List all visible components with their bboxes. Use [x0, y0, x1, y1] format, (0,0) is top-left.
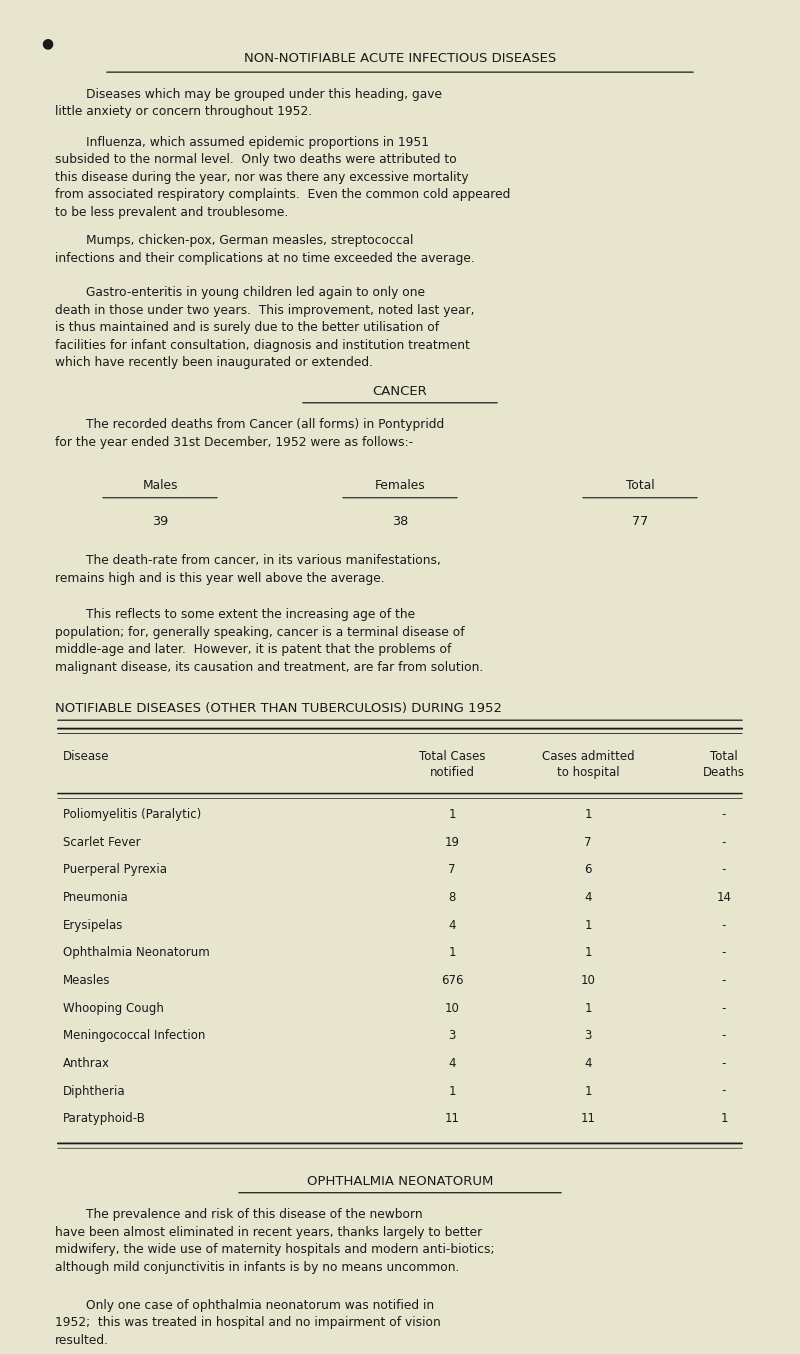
Text: 4: 4 [448, 1057, 456, 1070]
Text: 1: 1 [448, 1085, 456, 1098]
Text: 19: 19 [445, 835, 459, 849]
Text: Anthrax: Anthrax [63, 1057, 110, 1070]
Text: 77: 77 [632, 515, 648, 528]
Text: -: - [722, 1085, 726, 1098]
Text: 7: 7 [584, 835, 592, 849]
Text: Influenza, which assumed epidemic proportions in 1951
subsided to the normal lev: Influenza, which assumed epidemic propor… [55, 135, 510, 219]
Text: -: - [722, 946, 726, 959]
Text: Poliomyelitis (Paralytic): Poliomyelitis (Paralytic) [63, 808, 202, 821]
Text: 4: 4 [448, 918, 456, 932]
Text: Puerperal Pyrexia: Puerperal Pyrexia [63, 864, 167, 876]
Text: Mumps, chicken-pox, German measles, streptococcal
infections and their complicat: Mumps, chicken-pox, German measles, stre… [55, 234, 474, 265]
Text: NOTIFIABLE DISEASES (OTHER THAN TUBERCULOSIS) DURING 1952: NOTIFIABLE DISEASES (OTHER THAN TUBERCUL… [55, 703, 502, 715]
Text: 1: 1 [448, 808, 456, 821]
Text: 3: 3 [584, 1029, 592, 1043]
Text: 10: 10 [581, 974, 595, 987]
Text: 1: 1 [584, 918, 592, 932]
Text: 38: 38 [392, 515, 408, 528]
Text: 11: 11 [445, 1112, 459, 1125]
Text: 1: 1 [584, 1085, 592, 1098]
Text: 10: 10 [445, 1002, 459, 1014]
Text: ●: ● [42, 37, 54, 50]
Text: 3: 3 [448, 1029, 456, 1043]
Text: 4: 4 [584, 891, 592, 904]
Text: Total: Total [626, 478, 654, 492]
Text: Total Cases
notified: Total Cases notified [418, 750, 486, 780]
Text: The recorded deaths from Cancer (all forms) in Pontypridd
for the year ended 31s: The recorded deaths from Cancer (all for… [55, 418, 444, 450]
Text: Males: Males [142, 478, 178, 492]
Text: 8: 8 [448, 891, 456, 904]
Text: NON-NOTIFIABLE ACUTE INFECTIOUS DISEASES: NON-NOTIFIABLE ACUTE INFECTIOUS DISEASES [244, 51, 556, 65]
Text: CANCER: CANCER [373, 385, 427, 398]
Text: 6: 6 [584, 864, 592, 876]
Text: This reflects to some extent the increasing age of the
population; for, generall: This reflects to some extent the increas… [55, 608, 483, 674]
Text: 1: 1 [584, 808, 592, 821]
Text: -: - [722, 864, 726, 876]
Text: Pneumonia: Pneumonia [63, 891, 129, 904]
Text: Disease: Disease [63, 750, 110, 764]
Text: Only one case of ophthalmia neonatorum was notified in
1952;  this was treated i: Only one case of ophthalmia neonatorum w… [55, 1298, 441, 1346]
Text: Meningococcal Infection: Meningococcal Infection [63, 1029, 206, 1043]
Text: 14: 14 [717, 891, 731, 904]
Text: Cases admitted
to hospital: Cases admitted to hospital [542, 750, 634, 780]
Text: 1: 1 [584, 946, 592, 959]
Text: 4: 4 [584, 1057, 592, 1070]
Text: The prevalence and risk of this disease of the newborn
have been almost eliminat: The prevalence and risk of this disease … [55, 1208, 494, 1274]
Text: 39: 39 [152, 515, 168, 528]
Text: -: - [722, 835, 726, 849]
Text: Gastro-enteritis in young children led again to only one
death in those under tw: Gastro-enteritis in young children led a… [55, 286, 474, 370]
Text: -: - [722, 1057, 726, 1070]
Text: 1: 1 [584, 1002, 592, 1014]
Text: Whooping Cough: Whooping Cough [63, 1002, 164, 1014]
Text: Diphtheria: Diphtheria [63, 1085, 126, 1098]
Text: Diseases which may be grouped under this heading, gave
little anxiety or concern: Diseases which may be grouped under this… [55, 88, 442, 118]
Text: The death-rate from cancer, in its various manifestations,
remains high and is t: The death-rate from cancer, in its vario… [55, 554, 441, 585]
Text: Total
Deaths: Total Deaths [703, 750, 745, 780]
Text: 11: 11 [581, 1112, 595, 1125]
Text: Paratyphoid-B: Paratyphoid-B [63, 1112, 146, 1125]
Text: 1: 1 [448, 946, 456, 959]
Text: Measles: Measles [63, 974, 110, 987]
Text: 676: 676 [441, 974, 463, 987]
Text: -: - [722, 918, 726, 932]
Text: 1: 1 [720, 1112, 728, 1125]
Text: -: - [722, 1002, 726, 1014]
Text: 7: 7 [448, 864, 456, 876]
Text: Erysipelas: Erysipelas [63, 918, 123, 932]
Text: Scarlet Fever: Scarlet Fever [63, 835, 141, 849]
Text: -: - [722, 1029, 726, 1043]
Text: Ophthalmia Neonatorum: Ophthalmia Neonatorum [63, 946, 210, 959]
Text: -: - [722, 808, 726, 821]
Text: Females: Females [374, 478, 426, 492]
Text: OPHTHALMIA NEONATORUM: OPHTHALMIA NEONATORUM [307, 1175, 493, 1187]
Text: -: - [722, 974, 726, 987]
